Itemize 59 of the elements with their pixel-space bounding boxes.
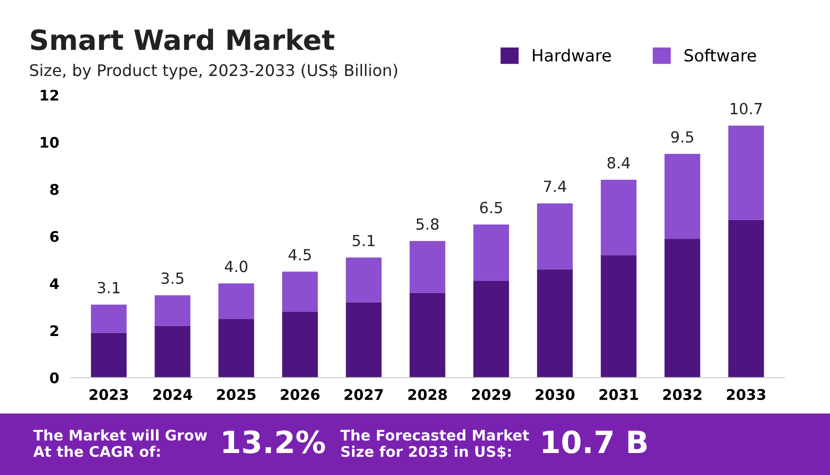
bar [473,281,510,378]
bar [728,220,764,378]
x-tick-label: 2025 [217,388,256,400]
legend-label: Hardware [532,48,611,62]
bar [410,241,446,293]
y-tick-label: 4 [50,278,59,289]
x-tick-label: 2032 [663,388,702,400]
bar [90,332,127,378]
total-label: 7.4 [544,180,566,192]
y-tick-label: 8 [50,184,59,195]
x-tick-label: 2033 [726,388,766,400]
x-tick-label: 2026 [280,388,320,400]
bar [600,255,636,378]
y-tick-label: 6 [50,231,59,242]
text: 13.2% [223,430,325,454]
total-label: 4.0 [224,260,248,272]
total-label: 5.8 [416,218,439,230]
total-label: 4.5 [288,249,311,260]
total-label: 3.5 [162,272,184,284]
bar [537,269,573,378]
y-tick-label: 12 [40,90,58,101]
bar [664,238,700,378]
bar [728,126,764,220]
total-label: 5.1 [352,234,374,246]
text: 10.7 B [542,430,647,454]
bar [600,180,636,256]
bar [154,326,190,378]
x-tick-label: 2024 [153,388,192,400]
y-tick-label: 0 [50,372,59,384]
x-tick-label: 2028 [408,388,447,400]
bar [473,224,510,282]
bar [154,295,190,326]
x-tick-label: 2023 [90,388,128,400]
x-tick-label: 2029 [472,388,511,400]
x-tick-label: 2030 [536,388,575,400]
total-label: 3.1 [98,282,120,294]
bar [537,203,573,270]
bar [218,283,254,319]
chart-title: Smart Ward Market [31,28,334,50]
total-label: 9.5 [671,131,694,143]
text: The Market will Grow At the CAGR of: [33,429,207,457]
legend-label: Software [684,48,756,62]
x-tick-label: 2031 [600,388,638,400]
y-tick-label: 2 [50,325,58,336]
bar [282,312,318,378]
total-label: 8.4 [608,157,630,169]
x-tick-label: 2027 [344,388,383,400]
bar [346,302,382,378]
bar [218,318,254,378]
y-tick-label: 10 [40,136,59,148]
bar [90,304,127,333]
bar [346,258,382,302]
bar [664,154,700,239]
total-label: 6.5 [480,202,502,214]
bar [410,292,446,378]
bar [282,272,318,312]
total-label: 10.7 [730,102,762,114]
text: The Forecasted Market Size for 2033 in US$: [340,429,530,459]
chart-subtitle: Size, by Product type, 2023-2033 (US$ Billion) [30,64,398,80]
